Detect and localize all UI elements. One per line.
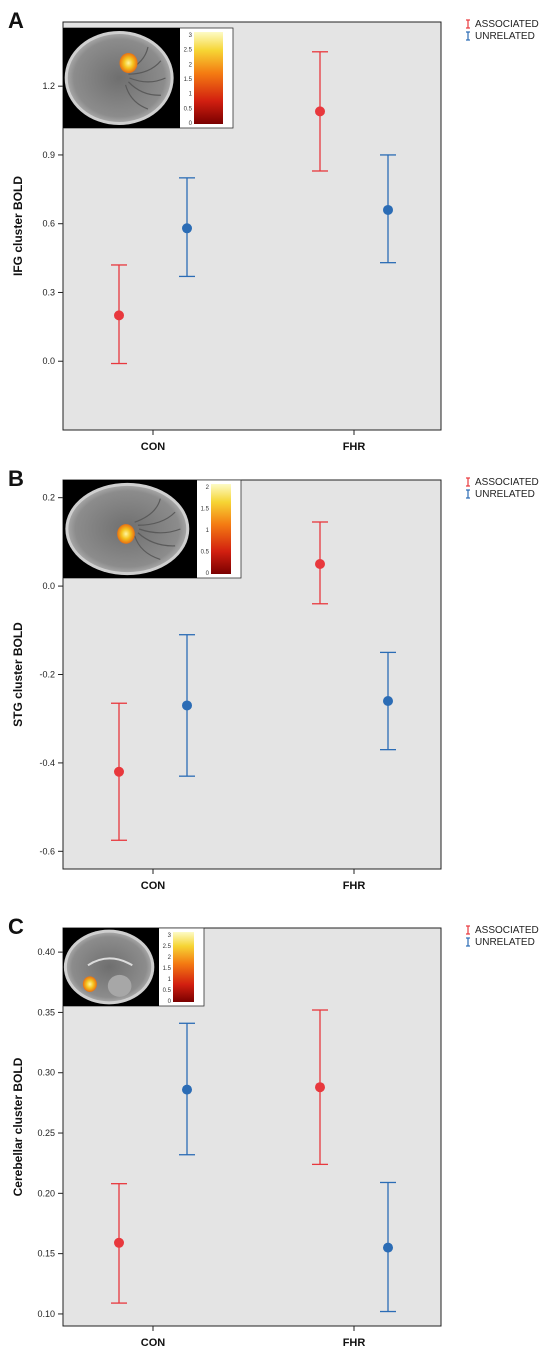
- panel-letter: C: [8, 914, 24, 939]
- colorbar-tick-label: 0.5: [163, 988, 172, 994]
- y-tick-label: 0.2: [42, 493, 55, 503]
- legend-label: ASSOCIATED: [475, 19, 539, 30]
- brain-inset: 3 2.5 2 1.5 1 0.5 0: [62, 27, 234, 129]
- panel-c: C 0.10 0.15 0.20 0.25 0.30 0.35 0.40 Cerebellar …: [8, 914, 539, 1349]
- y-tick-label: 0.6: [42, 219, 55, 229]
- y-tick-label: 0.15: [37, 1249, 55, 1259]
- x-tick-label: FHR: [343, 880, 366, 892]
- mri-sulcus: [134, 535, 161, 560]
- activation-cluster: [82, 976, 97, 992]
- y-tick-label: -0.2: [39, 670, 55, 680]
- legend-label: ASSOCIATED: [475, 925, 539, 936]
- y-tick-label: 0.9: [42, 150, 55, 160]
- data-point: [114, 310, 124, 321]
- data-point: [315, 1082, 325, 1093]
- colorbar-tick-label: 1.5: [163, 966, 172, 972]
- colorbar-tick-label: 2: [206, 485, 210, 491]
- panel-letter: B: [8, 466, 24, 491]
- panel-b: B -0.6 -0.4 -0.2 0.0 0.2 STG cluster BOLD CON FH…: [8, 466, 539, 892]
- colorbar-tick-label: 1: [189, 92, 193, 98]
- colorbar: [173, 932, 194, 1002]
- mri-cerebellum: [107, 974, 132, 997]
- y-tick-label: 0.3: [42, 287, 55, 297]
- colorbar-tick-label: 0.5: [201, 550, 210, 556]
- x-tick-label: CON: [141, 880, 166, 892]
- legend-label: UNRELATED: [475, 937, 535, 948]
- y-axis-label: STG cluster BOLD: [11, 622, 25, 727]
- x-tick-label: FHR: [343, 441, 366, 453]
- colorbar-tick-label: 3: [168, 933, 172, 939]
- data-point: [383, 696, 393, 707]
- y-tick-label: 0.10: [37, 1309, 55, 1319]
- colorbar-tick-label: 0.5: [184, 106, 193, 112]
- mri-brain: [66, 932, 152, 1002]
- mri-brain: [67, 34, 171, 122]
- mri-sulcus: [128, 60, 162, 75]
- colorbar-tick-label: 1: [206, 528, 210, 534]
- y-axis-label: Cerebellar cluster BOLD: [11, 1057, 25, 1196]
- mri-sulcus: [129, 77, 166, 83]
- data-point: [182, 223, 192, 234]
- colorbar-tick-label: 2.5: [184, 48, 193, 54]
- activation-cluster: [119, 53, 138, 73]
- mri-sulcus: [127, 81, 161, 96]
- colorbar-tick-label: 1: [168, 977, 172, 983]
- data-point: [114, 766, 124, 777]
- y-tick-label: 0.0: [42, 581, 55, 591]
- colorbar-tick-label: 0: [189, 121, 193, 127]
- y-tick-label: 0.20: [37, 1188, 55, 1198]
- y-tick-label: 0.0: [42, 356, 55, 366]
- y-tick-label: 0.30: [37, 1068, 55, 1078]
- colorbar-tick-label: 2.5: [163, 944, 172, 950]
- activation-cluster: [117, 524, 135, 544]
- colorbar-tick-label: 1.5: [201, 507, 210, 513]
- colorbar-tick-label: 2: [189, 62, 193, 68]
- mri-corpus-callosum: [87, 957, 133, 967]
- mri-sulcus: [134, 498, 161, 523]
- x-tick-label: CON: [141, 1337, 166, 1349]
- legend-label: UNRELATED: [475, 31, 535, 42]
- data-point: [383, 204, 393, 215]
- data-point: [315, 558, 325, 569]
- panel-letter: A: [8, 8, 24, 33]
- colorbar: [194, 32, 223, 124]
- colorbar: [211, 484, 231, 574]
- y-tick-label: 0.40: [37, 947, 55, 957]
- x-tick-label: CON: [141, 441, 166, 453]
- data-point: [114, 1237, 124, 1248]
- data-point: [315, 106, 325, 117]
- colorbar-tick-label: 3: [189, 33, 193, 39]
- mri-sulcus: [138, 528, 181, 534]
- y-tick-label: 1.2: [42, 81, 55, 91]
- y-tick-label: 0.25: [37, 1128, 55, 1138]
- y-tick-label: -0.4: [39, 758, 55, 768]
- colorbar-tick-label: 2: [168, 955, 172, 961]
- data-point: [182, 700, 192, 711]
- colorbar-tick-label: 0: [206, 571, 210, 577]
- y-axis-label: IFG cluster BOLD: [11, 176, 25, 276]
- panel-a: A 0.0 0.3 0.6 0.9 1.2 IFG cluster BOLD CON FHR AS…: [8, 8, 539, 453]
- y-tick-label: 0.35: [37, 1007, 55, 1017]
- mri-sulcus: [137, 511, 176, 526]
- legend-label: UNRELATED: [475, 489, 535, 500]
- x-tick-label: FHR: [343, 1337, 366, 1349]
- legend-label: ASSOCIATED: [475, 477, 539, 488]
- brain-inset: 3 2.5 2 1.5 1 0.5 0: [62, 927, 205, 1007]
- mri-sulcus: [124, 84, 149, 110]
- brain-inset: 2 1.5 1 0.5 0: [62, 479, 242, 579]
- y-tick-label: -0.6: [39, 846, 55, 856]
- data-point: [182, 1084, 192, 1095]
- mri-sulcus: [137, 532, 176, 547]
- data-point: [383, 1242, 393, 1253]
- colorbar-tick-label: 0: [168, 999, 172, 1005]
- colorbar-tick-label: 1.5: [184, 77, 193, 83]
